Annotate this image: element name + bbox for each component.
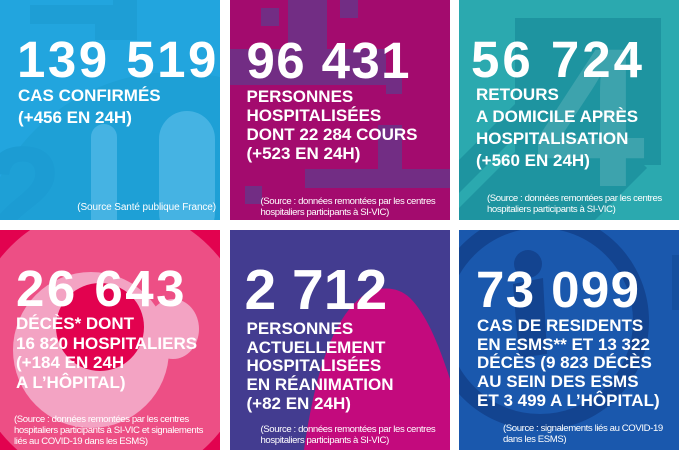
svg-text:2: 2 [0,117,62,220]
svg-text:4: 4 [535,7,645,220]
